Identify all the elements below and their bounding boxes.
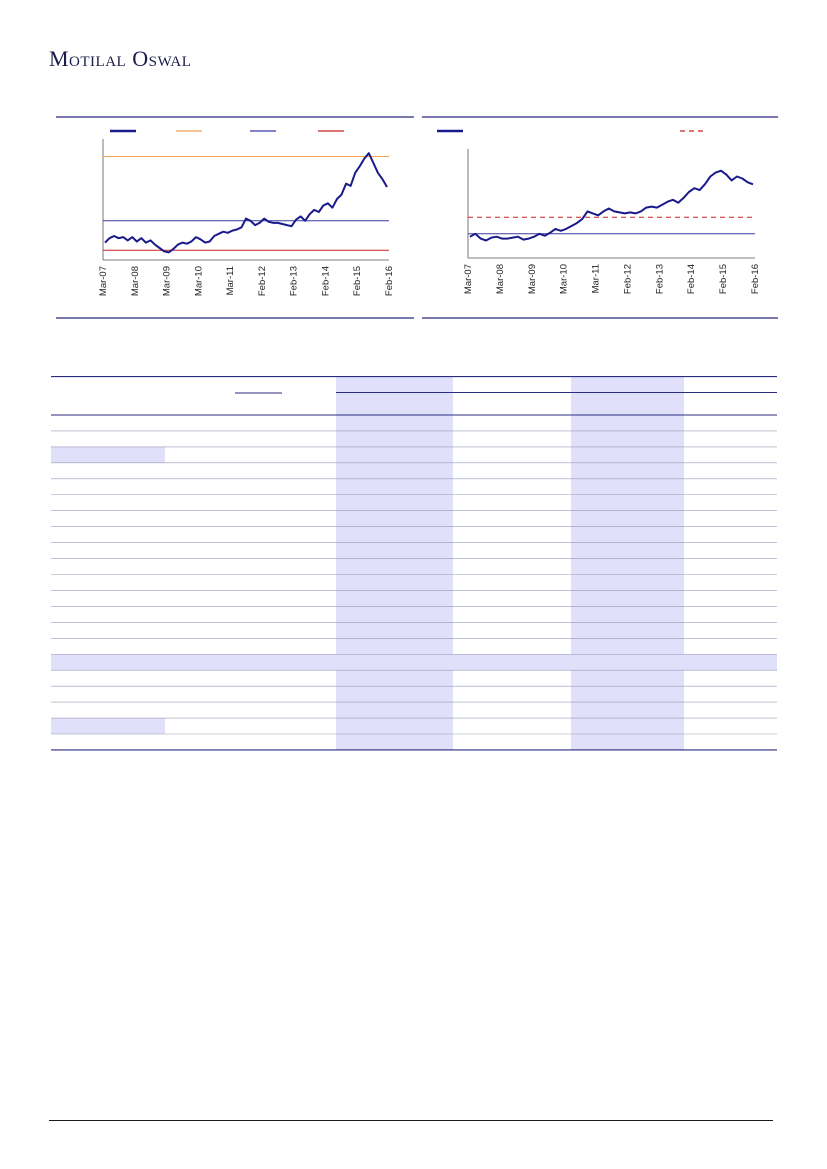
x-tick-label: Mar-11 [225, 266, 236, 295]
x-tick-label: Feb-12 [257, 266, 268, 296]
x-tick-label: Mar-07 [463, 264, 474, 294]
chart-panel-left: Mar-07 Mar-08 Mar-09 Mar-10 Mar-11 Feb-12 Feb-… [56, 116, 414, 320]
series-line-0 [469, 169, 754, 242]
shaded-column-1 [571, 376, 684, 750]
x-tick-label: Feb-15 [718, 264, 729, 294]
x-tick-label: Mar-08 [495, 264, 506, 294]
x-tick-label: Mar-08 [130, 266, 141, 296]
shaded-column-0 [336, 376, 453, 750]
x-tick-label: Mar-09 [162, 266, 173, 296]
data-table-grid [51, 375, 777, 751]
x-tick-label: Feb-16 [750, 264, 761, 294]
x-tick-label: Feb-16 [384, 266, 395, 296]
chart-panel-right: Mar-07 Mar-08 Mar-09 Mar-10 Mar-11 Feb-12 Feb-… [422, 116, 778, 320]
section-row-full [51, 654, 777, 671]
x-tick-label: Feb-12 [622, 264, 633, 294]
line-chart-right: Mar-07 Mar-08 Mar-09 Mar-10 Mar-11 Feb-12 Feb-… [422, 116, 778, 319]
x-tick-label: Feb-14 [686, 264, 697, 294]
x-tick-label: Feb-13 [654, 264, 665, 294]
section-row-label [51, 446, 165, 463]
data-table [51, 375, 777, 761]
x-tick-label: Feb-14 [320, 266, 331, 296]
x-tick-label: Mar-10 [193, 266, 204, 296]
x-tick-label: Mar-07 [98, 266, 109, 296]
brand-logo-text: Motilal Oswal [49, 46, 192, 71]
line-chart-left: Mar-07 Mar-08 Mar-09 Mar-10 Mar-11 Feb-12 Feb-… [56, 116, 414, 319]
x-tick-label: Feb-13 [289, 266, 300, 296]
x-tick-label: Mar-10 [559, 264, 570, 294]
section-row-label [51, 718, 165, 734]
footer-rule [49, 1120, 773, 1121]
x-tick-label: Mar-11 [591, 264, 602, 293]
series-line-0 [104, 152, 388, 254]
x-tick-label: Feb-15 [352, 266, 363, 296]
x-tick-label: Mar-09 [527, 264, 538, 294]
